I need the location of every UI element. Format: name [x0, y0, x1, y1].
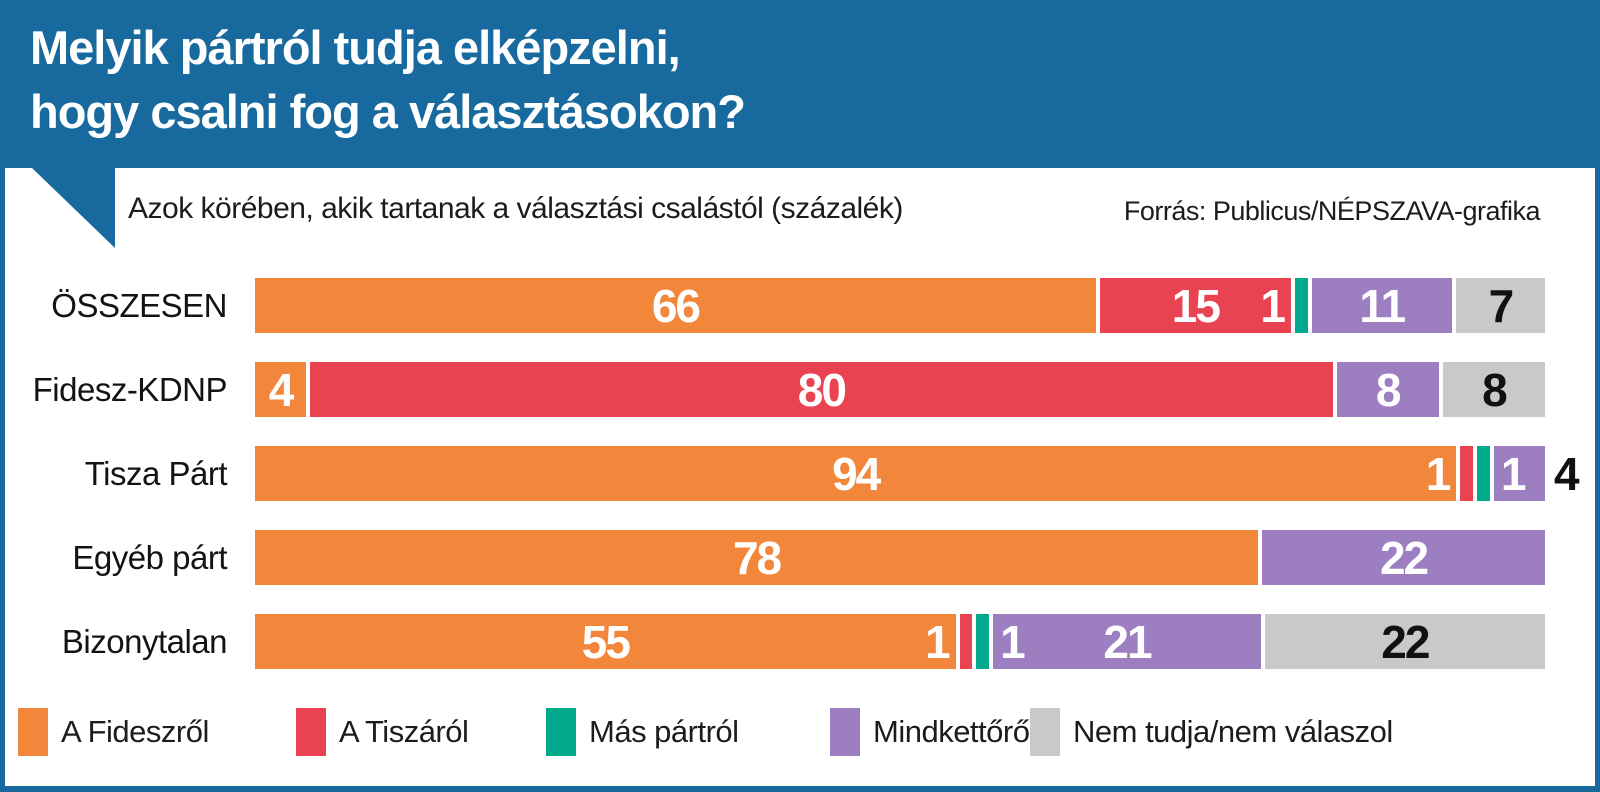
chart-title-line2: hogy csalni fog a választásokon?	[30, 85, 746, 139]
chart-row: Fidesz-KDNP 4 80 8 8	[20, 362, 1545, 417]
segment-value: 22	[1379, 531, 1429, 584]
row-label: Fidesz-KDNP	[32, 370, 228, 408]
segment-value: 11	[1359, 279, 1406, 332]
legend-item-mas: Más pártról	[546, 708, 830, 756]
legend-label: A Tiszáról	[339, 714, 469, 749]
segment-value: 7	[1488, 279, 1515, 332]
segment-value-overflow-left: 1	[1000, 615, 1026, 668]
legend: A Fideszről A Tiszáról Más pártról Mindkett…	[18, 708, 1580, 756]
legend-label: Nem tudja/nem válaszol	[1073, 714, 1393, 749]
segment-value: 80	[797, 363, 847, 416]
bar-segment-fidesz: 4	[255, 362, 307, 417]
bar-segment-fidesz: 78	[255, 530, 1259, 585]
bar-segment-mindketto: 22	[1262, 530, 1545, 585]
segment-value-overflow-right: 1	[925, 615, 951, 668]
speech-bubble-tail	[32, 168, 115, 248]
chart-row: Egyéb párt 78 22	[20, 530, 1545, 585]
segment-value-overflow-left: 1	[1500, 447, 1527, 500]
chart-title: Melyik pártról tudja elképzelni, hogy cs…	[30, 16, 746, 145]
frame-border-right	[1595, 168, 1600, 792]
segment-value-outside: 4	[1554, 447, 1580, 500]
bar-segment-nemtudja: 22	[1264, 614, 1545, 669]
segment-value: 8	[1375, 363, 1402, 416]
segment-value: 55	[581, 615, 631, 668]
legend-item-mindketto: Mindkettőről	[830, 708, 1036, 756]
legend-label: A Fideszről	[61, 714, 209, 749]
chart-row: Tisza Párt 94 1 1 4	[20, 446, 1580, 501]
legend-item-nemtudja: Nem tudja/nem válaszol	[1030, 708, 1393, 756]
legend-item-tisza: A Tiszáról	[296, 708, 546, 756]
segment-value-overflow-right: 1	[1260, 279, 1286, 332]
chart-row: ÖSSZESEN 66 15 1 11 7	[20, 278, 1545, 333]
segment-value: 22	[1381, 615, 1430, 668]
stacked-bar: 78 22	[255, 530, 1545, 585]
segment-value: 4	[268, 363, 295, 416]
row-label: Egyéb párt	[72, 538, 227, 576]
chart-title-line1: Melyik pártról tudja elképzelni,	[30, 21, 681, 74]
row-label: Bizonytalan	[61, 622, 228, 660]
title-block: Melyik pártról tudja elképzelni, hogy cs…	[0, 0, 1600, 168]
source-credit: Forrás: Publicus/NÉPSZAVA-grafika	[1123, 196, 1541, 226]
bar-segment-mas	[1294, 278, 1308, 333]
bar-segment-mindketto: 11	[1311, 278, 1452, 333]
bar-segment-tisza: 80	[310, 362, 1333, 417]
stacked-bar: 4 80 8 8	[255, 362, 1545, 417]
segment-value: 15	[1171, 279, 1221, 332]
bar-segment-mas	[1477, 446, 1490, 501]
bar-segment-tisza: 15 1	[1099, 278, 1291, 333]
bar-segment-mas	[976, 614, 990, 669]
legend-swatch-fidesz	[18, 708, 48, 756]
frame-border-left	[0, 168, 5, 792]
bar-segment-nemtudja: 7	[1455, 278, 1545, 333]
legend-swatch-tisza	[296, 708, 326, 756]
bar-segment-mindketto: 21 1	[993, 614, 1261, 669]
row-label: Tisza Párt	[84, 454, 228, 492]
chart-subtitle: Azok körében, akik tartanak a választási…	[128, 192, 903, 225]
legend-label: Más pártról	[589, 714, 739, 749]
segment-value: 78	[732, 531, 782, 584]
stacked-bar-chart: ÖSSZESEN 66 15 1 11 7 Fidesz-KDNP 4 80 8 8 Tisza Pá…	[20, 278, 1580, 698]
segment-value: 66	[651, 279, 701, 332]
segment-value: 21	[1103, 615, 1152, 668]
legend-item-fidesz: A Fideszről	[18, 708, 296, 756]
stacked-bar: 66 15 1 11 7	[255, 278, 1545, 333]
chart-row: Bizonytalan 55 1 21 1 22	[20, 614, 1545, 669]
legend-swatch-mas	[546, 708, 576, 756]
stacked-bar: 94 1 1 4	[255, 446, 1580, 501]
legend-swatch-nemtudja	[1030, 708, 1060, 756]
segment-value: 94	[832, 447, 881, 500]
bar-segment-fidesz: 66	[255, 278, 1096, 333]
stacked-bar: 55 1 21 1 22	[255, 614, 1545, 669]
bar-segment-mindketto: 8	[1336, 362, 1439, 417]
bar-segment-tisza	[959, 614, 973, 669]
legend-swatch-mindketto	[830, 708, 860, 756]
legend-label: Mindkettőről	[873, 714, 1036, 749]
bar-segment-fidesz: 94 1	[255, 446, 1457, 501]
frame-border-bottom	[0, 786, 1600, 792]
row-label: ÖSSZESEN	[51, 286, 227, 324]
bar-segment-tisza	[1460, 446, 1474, 501]
bar-segment-fidesz: 55 1	[255, 614, 956, 669]
segment-value: 8	[1482, 363, 1508, 416]
segment-value-overflow-right: 1	[1425, 447, 1452, 500]
bar-segment-nemtudja: 8	[1442, 362, 1545, 417]
